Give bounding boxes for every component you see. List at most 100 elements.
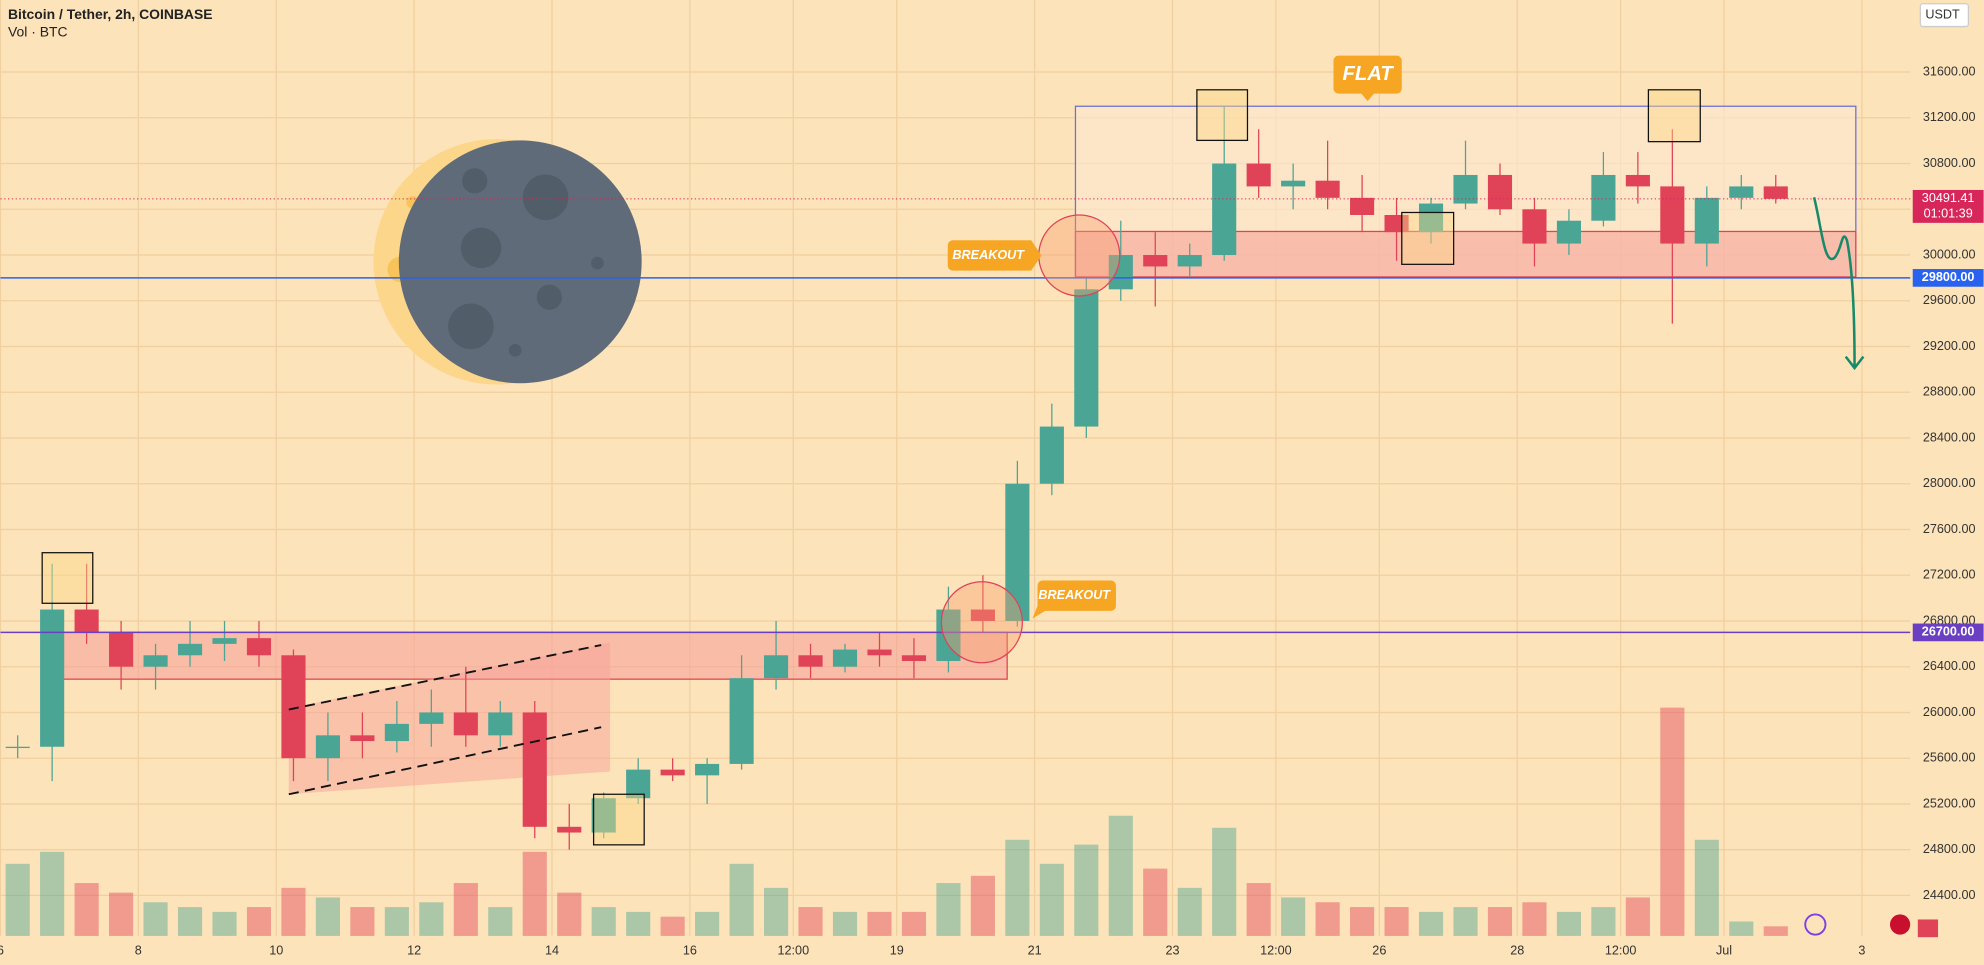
candle-body — [40, 609, 65, 747]
candle-body — [1108, 255, 1133, 290]
candle-body — [695, 763, 720, 776]
candle-body — [1281, 180, 1306, 187]
volume-bar — [1487, 907, 1513, 936]
volume-bar — [1522, 902, 1547, 936]
volume-bar — [1143, 868, 1168, 936]
volume-bar — [1177, 887, 1202, 936]
highlight-boxes — [41, 89, 1701, 846]
breakout-circle — [940, 581, 1023, 664]
candle-body — [1660, 186, 1685, 244]
subtitle: Vol · BTC — [8, 24, 68, 40]
candle-body — [901, 655, 927, 661]
volume-bar — [1418, 911, 1444, 936]
volume-bar — [798, 907, 823, 936]
currency-button[interactable] — [1919, 3, 1970, 28]
volume-bar — [901, 911, 927, 936]
candle-body — [212, 638, 237, 644]
y-tick-label: 28800.00 — [1923, 385, 1976, 399]
callout — [947, 240, 1042, 271]
volume-bar — [1384, 907, 1409, 936]
volume-bar — [557, 892, 582, 936]
candle-body — [1418, 203, 1444, 233]
x-tick-label: 12:00 — [1605, 943, 1637, 957]
volume-bar — [832, 911, 858, 936]
y-tick-label: 30000.00 — [1923, 247, 1976, 261]
candle-body — [522, 712, 547, 827]
x-tick-label: 8 — [135, 943, 142, 957]
volume-bar — [1660, 707, 1685, 936]
volume-bar — [1453, 907, 1478, 936]
volume-bar — [5, 863, 30, 936]
y-tick-label: 29200.00 — [1923, 339, 1976, 353]
volume-bar — [764, 887, 789, 936]
volume-bar — [1108, 815, 1133, 936]
candle-body — [143, 655, 168, 667]
candle-body — [1625, 174, 1650, 187]
volume-bar — [1694, 839, 1719, 936]
price-badge-text: 29800.00 — [1922, 270, 1975, 284]
icon[interactable] — [1804, 913, 1827, 936]
volume-bar — [109, 892, 134, 936]
x-tick-label: 14 — [545, 943, 559, 957]
candle-body — [453, 712, 478, 736]
y-tick-label: 24400.00 — [1923, 888, 1976, 902]
countdown-text: 01:01:39 — [1924, 206, 1973, 220]
candle-body — [626, 769, 651, 799]
x-tick-label: 16 — [683, 943, 697, 957]
candle-body — [1694, 197, 1719, 244]
volume-bar — [419, 902, 444, 936]
volume-bar — [212, 911, 237, 936]
price-badge-text: 26700.00 — [1922, 625, 1975, 639]
y-tick-label: 31200.00 — [1923, 110, 1976, 124]
volume-bar — [1625, 897, 1650, 936]
candle-body — [1522, 209, 1547, 244]
volume-bar — [74, 883, 99, 936]
candle-body — [350, 735, 375, 742]
price-axis: 24400.00 24800.00 25200.00 25600.00 26000.00… — [0, 64, 1984, 957]
callout-text: FLAT — [1343, 63, 1395, 85]
price-badge — [1912, 623, 1984, 642]
volume-bar — [970, 875, 995, 936]
y-tick-label: 27200.00 — [1923, 568, 1976, 582]
candle-body — [315, 735, 340, 759]
candle-body — [1729, 186, 1754, 198]
callout — [1032, 580, 1116, 619]
candle-body — [1556, 220, 1581, 244]
volume-bar — [1591, 907, 1616, 936]
candle-body — [867, 649, 892, 656]
y-tick-label: 26000.00 — [1923, 705, 1976, 719]
x-tick-label: 21 — [1028, 943, 1042, 957]
candle-body — [832, 649, 858, 667]
volume-bar — [350, 907, 375, 936]
y-tick-label: 27600.00 — [1923, 522, 1976, 536]
candle-body — [1384, 214, 1409, 233]
channel-line — [288, 726, 602, 796]
volume-bar — [695, 911, 720, 936]
y-tick-label: 28000.00 — [1923, 476, 1976, 490]
volume-bar — [315, 897, 340, 936]
y-tick-label: 25600.00 — [1923, 751, 1976, 765]
x-tick-label: 6 — [0, 943, 4, 957]
volume-bar — [488, 907, 513, 936]
volume-bar — [729, 863, 754, 936]
volume-bar — [1556, 911, 1581, 936]
candle-body — [384, 723, 409, 742]
volume-bar — [1005, 839, 1030, 936]
volume-bar — [867, 911, 892, 936]
last-price-text: 30491.41 — [1922, 191, 1975, 205]
candle-body — [591, 798, 616, 833]
flag-icon[interactable] — [1889, 914, 1911, 935]
volume-bar — [177, 907, 203, 936]
x-tick-label: 3 — [1858, 943, 1865, 957]
y-tick-label: 24800.00 — [1923, 842, 1976, 856]
volume-bar — [626, 911, 651, 936]
x-tick-label: 12:00 — [1260, 943, 1292, 957]
y-tick-label: 28400.00 — [1923, 430, 1976, 444]
x-tick-label: 10 — [269, 943, 283, 957]
badge[interactable] — [1917, 919, 1939, 938]
candle-body — [936, 609, 961, 661]
volume-bar — [246, 907, 272, 936]
volume-bar — [936, 883, 961, 936]
candle-body — [281, 655, 306, 759]
callout — [1333, 55, 1402, 102]
